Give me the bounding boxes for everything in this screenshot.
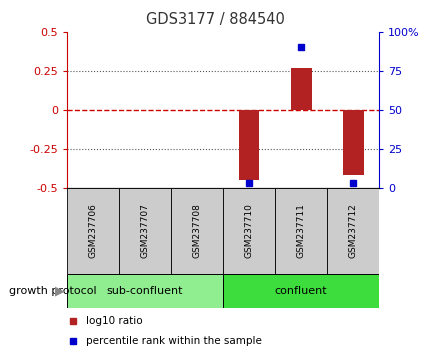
Bar xyxy=(223,188,274,274)
Text: GSM237710: GSM237710 xyxy=(244,204,253,258)
Bar xyxy=(223,274,378,308)
Text: ▶: ▶ xyxy=(55,285,64,298)
Bar xyxy=(290,68,311,110)
Bar xyxy=(275,188,326,274)
Text: growth protocol: growth protocol xyxy=(9,286,96,296)
Bar xyxy=(119,188,170,274)
Text: GDS3177 / 884540: GDS3177 / 884540 xyxy=(146,12,284,27)
Text: sub-confluent: sub-confluent xyxy=(107,286,183,296)
Text: GSM237708: GSM237708 xyxy=(192,204,201,258)
Bar xyxy=(171,188,222,274)
Bar xyxy=(342,110,363,175)
Bar xyxy=(67,274,222,308)
Text: GSM237712: GSM237712 xyxy=(348,204,357,258)
Text: log10 ratio: log10 ratio xyxy=(85,316,142,326)
Text: GSM237711: GSM237711 xyxy=(296,204,305,258)
Text: confluent: confluent xyxy=(274,286,327,296)
Text: percentile rank within the sample: percentile rank within the sample xyxy=(85,336,261,346)
Bar xyxy=(238,110,259,180)
Text: GSM237706: GSM237706 xyxy=(88,204,97,258)
Bar xyxy=(326,188,378,274)
Text: GSM237707: GSM237707 xyxy=(140,204,149,258)
Bar xyxy=(67,188,119,274)
